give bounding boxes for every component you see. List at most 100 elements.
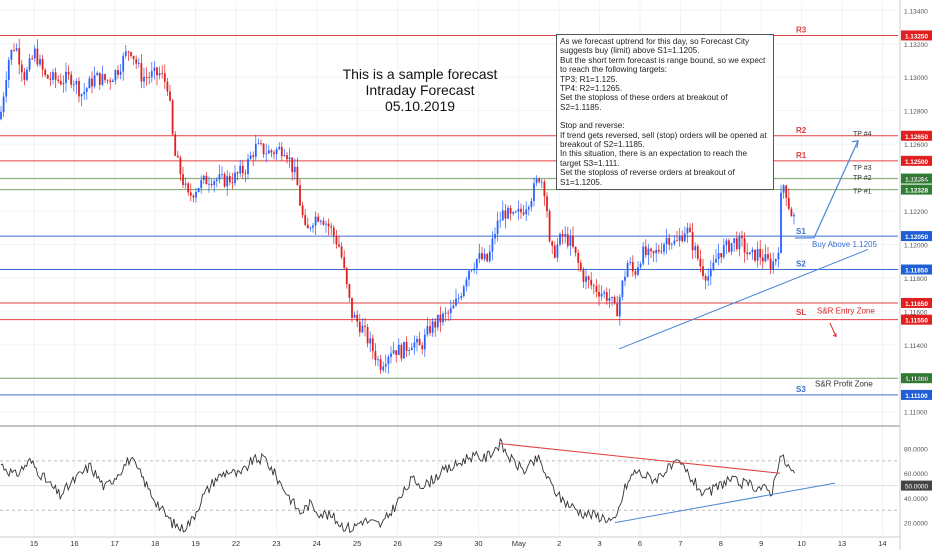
candle-body <box>106 79 109 81</box>
candle-body <box>611 297 613 298</box>
candle <box>460 292 463 301</box>
candle-body <box>143 76 145 82</box>
forecast-paragraph: If trend gets reversed, sell (stop) orde… <box>560 130 767 150</box>
candle-body <box>109 80 112 83</box>
tp-label: TP #2 <box>853 175 872 182</box>
candle <box>322 217 325 226</box>
level-price-tag-text: 1.13250 <box>905 33 929 40</box>
candle-body <box>647 248 650 256</box>
candles <box>0 38 795 374</box>
candle-body <box>93 75 96 87</box>
candle <box>494 227 496 245</box>
candle <box>286 152 288 164</box>
candle-body <box>670 243 673 245</box>
forecast-paragraph: TP3: R1=1.125. <box>560 74 618 84</box>
candle <box>327 218 330 236</box>
candle <box>44 68 47 78</box>
candle <box>660 242 663 254</box>
candle-body <box>717 253 720 259</box>
candle-body <box>322 220 325 225</box>
candle-body <box>358 321 361 333</box>
x-tick-label: 19 <box>191 539 199 548</box>
candle-body <box>527 207 530 210</box>
candle <box>335 229 338 249</box>
candle-body <box>26 69 28 80</box>
level-price-tag <box>901 30 932 41</box>
candle-body <box>548 211 551 242</box>
candle <box>577 249 580 272</box>
candle <box>351 297 353 323</box>
x-tick-label: 7 <box>678 539 682 548</box>
candle <box>530 197 533 212</box>
candle-body <box>392 350 395 354</box>
candle-body <box>156 67 158 76</box>
candle <box>681 230 684 243</box>
candle <box>712 254 715 272</box>
x-tick-label: 13 <box>838 539 846 548</box>
candle-body <box>174 134 177 156</box>
candle <box>683 226 686 243</box>
candle-body <box>512 212 515 214</box>
candle-body <box>686 227 689 234</box>
candle-body <box>696 246 699 259</box>
y-tick-label: 1.11000 <box>904 410 928 417</box>
candle-body <box>728 240 730 252</box>
candle-body <box>111 80 114 83</box>
candle <box>618 294 621 326</box>
candle <box>655 242 658 263</box>
candle-body <box>382 366 385 371</box>
candle <box>535 175 538 187</box>
candle-body <box>140 63 143 82</box>
candle <box>39 54 41 67</box>
candle-body <box>280 146 283 157</box>
candle-body <box>49 78 52 80</box>
candle-body <box>488 251 491 262</box>
candle-body <box>455 298 457 306</box>
candle <box>377 355 379 367</box>
forecast-paragraph: Stop and reverse: <box>560 121 625 131</box>
candle <box>621 279 624 301</box>
forecast-paragraph: Set the stoploss of these orders at brea… <box>560 93 728 112</box>
y-tick-label: 1.12200 <box>904 209 928 216</box>
candle-body <box>379 359 382 371</box>
candle <box>26 66 28 82</box>
candle-body <box>98 72 101 85</box>
candle <box>678 228 681 247</box>
y-tick-label: 1.12800 <box>904 109 928 116</box>
candle <box>356 310 359 328</box>
candle-body <box>91 78 93 87</box>
candle <box>72 80 75 92</box>
candle <box>109 77 112 90</box>
rsi-trendline <box>614 482 836 524</box>
candle-body <box>117 70 119 75</box>
candle-body <box>639 263 642 268</box>
candle-body <box>631 262 634 272</box>
candle <box>296 157 299 186</box>
buy-above-label: Buy Above 1.1205 <box>812 240 877 249</box>
candle-body <box>494 234 496 239</box>
x-tick-label: 6 <box>638 539 642 548</box>
candle <box>130 51 132 58</box>
title-line-3: 05.10.2019 <box>384 98 456 114</box>
candle <box>696 243 699 261</box>
candle <box>200 175 203 194</box>
candle <box>624 270 626 287</box>
candle <box>202 174 205 185</box>
candle-body <box>247 159 249 174</box>
rsi-y-tick-label: 40.0000 <box>904 496 928 503</box>
candle <box>761 249 764 269</box>
candle-body <box>741 236 743 239</box>
candle <box>772 252 775 274</box>
level-price-tag <box>901 130 932 141</box>
candle-body <box>444 312 447 314</box>
candle-body <box>210 183 213 186</box>
candle-body <box>572 235 574 247</box>
candle <box>418 331 421 346</box>
candle <box>2 92 5 117</box>
candle-body <box>408 349 411 351</box>
support-trendline <box>618 248 869 350</box>
candle <box>481 246 483 261</box>
candle-body <box>189 192 192 196</box>
candle-body <box>468 270 470 280</box>
candle-body <box>509 207 512 214</box>
